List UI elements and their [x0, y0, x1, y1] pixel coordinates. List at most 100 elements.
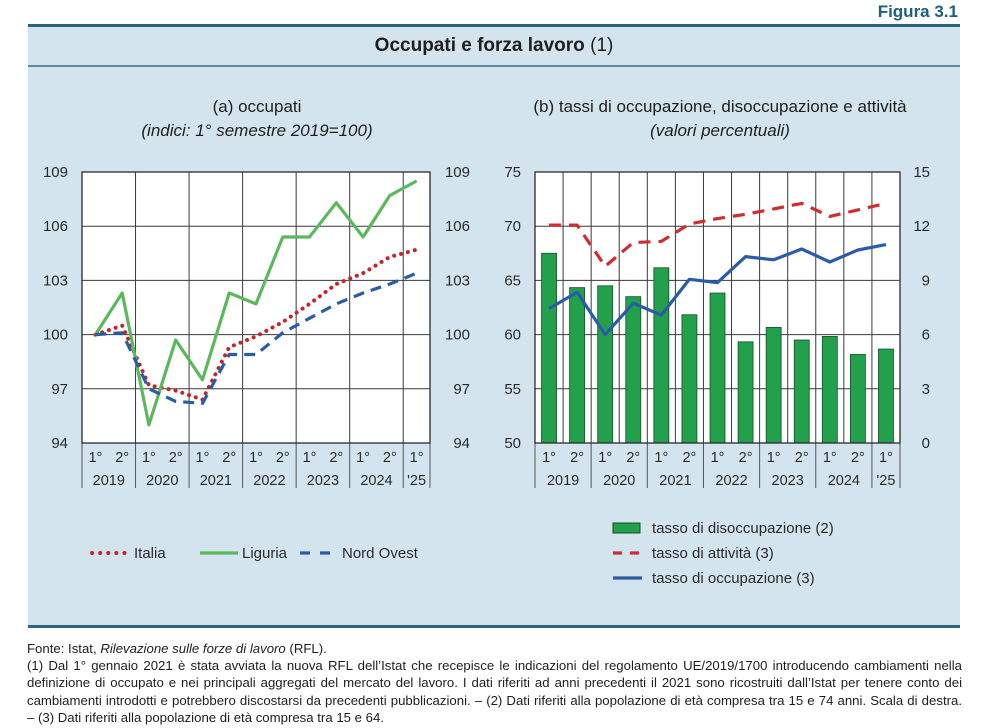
chart-a-xtick-half: 2° — [115, 450, 129, 466]
chart-b-border — [534, 171, 901, 444]
chart-b-ytick-left: 60 — [504, 327, 521, 344]
chart-a-ytick-right: 100 — [445, 327, 470, 344]
chart-b-subtitle: (valori percentuali) — [650, 121, 790, 140]
chart-a-xtick-year: 2019 — [93, 473, 125, 489]
bar-disoccupazione — [709, 292, 726, 444]
figure-title-main: Occupati e forza lavoro — [374, 35, 585, 56]
source-prefix: Fonte: Istat, — [27, 641, 101, 656]
chart-a-border — [81, 171, 431, 444]
chart-a-xtick-half: 1° — [196, 450, 210, 466]
bar-disoccupazione — [849, 354, 866, 444]
chart-b-xaxis-area — [535, 443, 900, 487]
chart-b-xtick-half: 2° — [739, 450, 753, 466]
chart-b-xtick-half: 1° — [654, 450, 668, 466]
bar-disoccupazione — [541, 252, 557, 444]
chart-a-title: (a) occupati — [212, 97, 302, 116]
chart-b-xtick-year: '25 — [877, 473, 896, 489]
chart-a-xtick-year: 2024 — [360, 473, 392, 489]
chart-a-ytick-right: 97 — [453, 381, 470, 398]
chart-b-xtick-half: 1° — [598, 450, 612, 466]
bar-disoccupazione — [625, 296, 642, 444]
chart-a-xtick-half: 1° — [303, 450, 317, 466]
chart-b-xtick-half: 1° — [767, 450, 781, 466]
chart-b-xtick-year: 2019 — [547, 473, 579, 489]
chart-b-xtick-half: 2° — [795, 450, 809, 466]
chart-b-heading: (b) tassi di occupazione, disoccupazione… — [490, 95, 950, 143]
chart-b-title: (b) tassi di occupazione, disoccupazione… — [533, 97, 907, 116]
figure-title-note: (1) — [590, 35, 614, 56]
chart-b-xtick-year: 2020 — [603, 473, 635, 489]
chart-a-subtitle: (indici: 1° semestre 2019=100) — [141, 121, 373, 140]
legend-label-nord-ovest: Nord Ovest — [342, 545, 419, 562]
chart-a-xtick-year: 2022 — [253, 473, 285, 489]
chart-b-ytick-left: 55 — [504, 381, 521, 398]
figure-label: Figura 3.1 — [877, 2, 958, 21]
chart-b-xtick-half: 1° — [879, 450, 893, 466]
chart-b-xtick-half: 2° — [682, 450, 696, 466]
legend-label-italia: Italia — [134, 545, 166, 562]
chart-b-xtick-half: 2° — [626, 450, 640, 466]
chart-a-ytick-left: 103 — [43, 272, 68, 289]
bar-disoccupazione — [793, 339, 810, 444]
legend-swatch-disoccupazione — [612, 522, 641, 534]
chart-a-xtick-half: 1° — [410, 450, 424, 466]
chart-a-ytick-left: 100 — [43, 327, 68, 344]
title-divider — [28, 65, 960, 67]
chart-b-xtick-year: 2023 — [772, 473, 804, 489]
footnotes: Fonte: Istat, Rilevazione sulle forze di… — [27, 640, 962, 726]
chart-b-xtick-half: 1° — [823, 450, 837, 466]
chart-a-xtick-half: 2° — [329, 450, 343, 466]
legend-label-liguria: Liguria — [242, 545, 288, 562]
chart-a-ytick-right: 109 — [445, 164, 470, 181]
chart-a-ytick-right: 103 — [445, 272, 470, 289]
legend-label-disoccupazione: tasso di disoccupazione (2) — [652, 520, 834, 537]
bar-disoccupazione — [569, 287, 586, 444]
bar-disoccupazione — [653, 267, 670, 444]
chart-b-ytick-left: 50 — [504, 435, 521, 452]
chart-a-xaxis-area — [82, 443, 430, 487]
chart-b-ytick-left: 70 — [504, 218, 521, 235]
bar-disoccupazione — [681, 314, 698, 444]
bar-disoccupazione — [878, 348, 894, 444]
chart-b-ytick-right: 15 — [913, 164, 930, 181]
chart-b-xtick-half: 1° — [711, 450, 725, 466]
chart-a-heading: (a) occupati (indici: 1° semestre 2019=1… — [82, 95, 432, 143]
chart-a-ytick-right: 106 — [445, 218, 470, 235]
chart-b-xtick-year: 2021 — [659, 473, 691, 489]
figure-title: Occupati e forza lavoro (1) — [28, 35, 960, 57]
bar-disoccupazione — [597, 285, 614, 444]
chart-a-xtick-half: 1° — [249, 450, 263, 466]
source-title: Rilevazione sulle forze di lavoro — [100, 641, 286, 656]
chart-b-ytick-right: 0 — [922, 435, 930, 452]
chart-a-ytick-left: 94 — [51, 435, 68, 452]
chart-a-ytick-left: 106 — [43, 218, 68, 235]
legend-label-attivita: tasso di attività (3) — [652, 545, 774, 562]
chart-a-xtick-year: 2021 — [200, 473, 232, 489]
source-line: Fonte: Istat, Rilevazione sulle forze di… — [27, 640, 962, 657]
chart-a-xtick-half: 2° — [383, 450, 397, 466]
chart-a-xtick-half: 2° — [276, 450, 290, 466]
chart-b-ytick-right: 12 — [913, 218, 930, 235]
chart-a-plot-area — [82, 172, 430, 443]
chart-a-xtick-half: 1° — [356, 450, 370, 466]
legend-label-occupazione: tasso di occupazione (3) — [652, 570, 815, 587]
chart-b-ytick-right: 6 — [922, 327, 930, 344]
source-suffix: (RFL). — [285, 641, 327, 656]
chart-a-xtick-half: 1° — [88, 450, 102, 466]
chart-a-xtick-half: 2° — [222, 450, 236, 466]
chart-a-xtick-year: 2023 — [307, 473, 339, 489]
chart-b-ytick-right: 3 — [922, 381, 930, 398]
notes-text: (1) Dal 1° gennaio 2021 è stata avviata … — [27, 658, 962, 725]
chart-b-ytick-right: 9 — [922, 272, 930, 289]
bar-disoccupazione — [765, 326, 782, 444]
chart-b-xtick-half: 2° — [570, 450, 584, 466]
bar-disoccupazione — [821, 336, 838, 444]
chart-a-ytick-left: 109 — [43, 164, 68, 181]
chart-a-xtick-half: 1° — [142, 450, 156, 466]
chart-a-ytick-left: 97 — [51, 381, 68, 398]
chart-a-xtick-year: 2020 — [146, 473, 178, 489]
chart-b-xtick-half: 2° — [851, 450, 865, 466]
chart-b-xtick-half: 1° — [542, 450, 556, 466]
chart-a-xtick-half: 2° — [169, 450, 183, 466]
